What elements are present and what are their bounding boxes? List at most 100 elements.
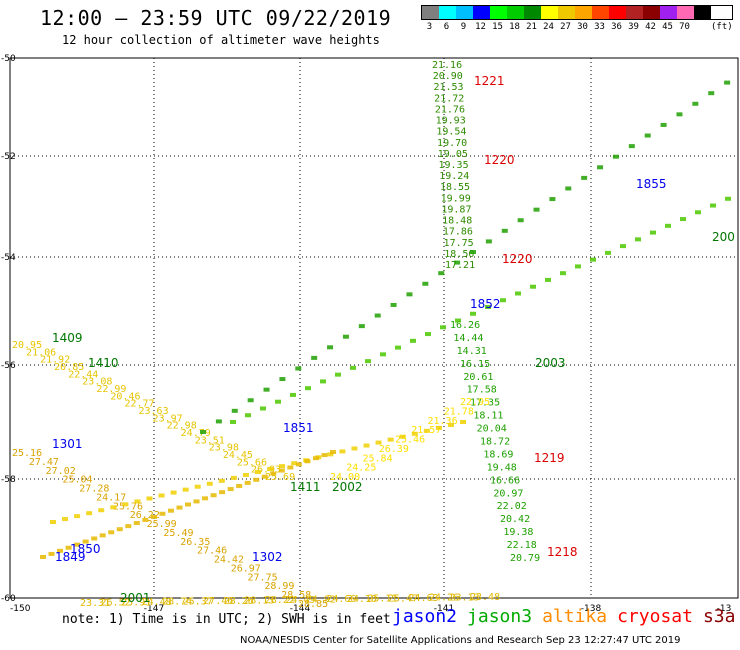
track-mark (565, 186, 572, 191)
track-mark (159, 511, 166, 516)
wave-height-value: 23.08 (82, 377, 112, 388)
track-mark (380, 352, 386, 357)
wave-height-value: 17.58 (467, 385, 497, 396)
longitude-tick-label: -150 (10, 604, 31, 614)
track-mark (500, 298, 506, 303)
wave-height-value: 16.26 (450, 320, 480, 331)
pass-time-label: 1852 (470, 297, 501, 311)
track-mark (176, 505, 183, 510)
pass-time-label: 2001 (120, 591, 151, 605)
track-mark (244, 480, 251, 485)
track-mark (185, 502, 191, 507)
wave-height-value: 25.37 (183, 596, 213, 607)
wave-height-value: 26.35 (180, 537, 210, 548)
longitude-tick-label: -141 (434, 604, 454, 614)
track-mark (406, 292, 413, 297)
track-mark (230, 420, 236, 424)
wave-height-value: 14.31 (457, 346, 487, 357)
wave-height-value: 17.75 (444, 238, 474, 249)
track-mark (485, 305, 491, 309)
track-mark (395, 345, 401, 350)
longitude-tick-label: -147 (144, 604, 164, 614)
wave-height-value: 18.50 (444, 249, 474, 260)
wave-height-value: 26.93 (251, 465, 281, 476)
color-scale-label: 33 (594, 22, 605, 32)
pass-time-label: 200 (712, 230, 735, 244)
track-mark (48, 551, 55, 556)
track-mark (287, 465, 294, 470)
track-mark (261, 474, 268, 479)
color-scale-swatch (541, 6, 558, 19)
pass-time-labels: 1221 1220 1855 1220 1852 2003 1851 1219 1218 1409… (52, 74, 735, 605)
track-mark (363, 443, 370, 448)
wave-height-value: 24.66 (326, 594, 356, 605)
color-scale-label: 39 (628, 22, 639, 32)
track-mark (263, 387, 270, 392)
track-mark (146, 496, 153, 501)
wave-height-value: 25.84 (363, 453, 393, 464)
color-scale-swatch (439, 6, 456, 19)
wave-height-value: 20.61 (463, 372, 493, 383)
wave-height-value: 25.46 (395, 435, 425, 446)
satellite-legend: jason2 jason3 altika cryosat s3a (392, 606, 735, 627)
wave-height-value: 22.18 (507, 540, 537, 551)
pass-time-label: 1218 (547, 545, 578, 559)
wave-height-value: 25.69 (265, 472, 295, 483)
wave-height-value: 25.66 (237, 457, 267, 468)
pass-time-label: 1219 (534, 451, 565, 465)
track-mark (194, 484, 201, 489)
track-mark (335, 372, 341, 377)
wave-height-value: 19.35 (439, 160, 469, 171)
wave-height-value: 22.95 (460, 397, 490, 408)
track-mark (86, 511, 93, 516)
pass-time-label: 1411 (290, 480, 321, 494)
track-mark (215, 419, 222, 424)
track-mark (358, 324, 365, 329)
color-scale-swatch (507, 6, 524, 19)
map-subtitle: 12 hour collection of altimeter wave hei… (62, 33, 380, 47)
track-mark (305, 386, 311, 391)
track-mark (440, 325, 446, 330)
track-mark (644, 133, 651, 138)
color-scale-label: 3 (426, 22, 433, 32)
wave-height-value: 23.97 (153, 413, 183, 424)
track-mark (99, 533, 106, 538)
track-mark (533, 207, 540, 212)
wave-height-value: 24.45 (223, 450, 253, 461)
track-mark (134, 499, 141, 504)
wave-height-value: 25.99 (147, 519, 177, 530)
wave-height-value: 23.51 (195, 435, 225, 446)
wave-height-value: 20.90 (433, 71, 463, 82)
wave-height-value: 23.31 (80, 598, 110, 609)
pass-time-label: 1855 (636, 177, 667, 191)
legend-cryosat: cryosat (617, 606, 693, 627)
color-scale-swatch (660, 6, 677, 19)
track-mark (291, 461, 298, 466)
wave-height-value: 24.63 (408, 593, 438, 604)
track-mark (227, 487, 234, 492)
axis-labels: -50 -52 -54 -56 -58 -60-150 -147 -144 -141 -138 -1… (1, 54, 731, 614)
track-mark (411, 431, 418, 436)
wave-height-value: 24.79 (181, 428, 211, 439)
track-mark (98, 508, 105, 513)
wave-height-value: 20.79 (510, 553, 540, 564)
track-mark (200, 430, 206, 434)
wave-height-value: 24.92 (306, 595, 336, 606)
wave-height-value: 27.46 (203, 596, 233, 607)
wave-height-value: 20.97 (493, 488, 523, 499)
color-scale-label: 30 (577, 22, 588, 32)
wave-height-value: 19.24 (439, 171, 469, 182)
track-mark (108, 530, 115, 535)
track-mark (710, 203, 716, 208)
track-mark (628, 144, 635, 149)
track-mark (230, 475, 237, 480)
color-scale-labels: 3 6 9 12 15 18 21 24 27 30 33 36 39 42 45 70 (ft) (421, 22, 733, 32)
latitude-tick-label: -60 (1, 594, 16, 604)
track-mark (62, 517, 69, 522)
wave-height-value: 28.22 (265, 595, 295, 606)
track-mark (270, 471, 277, 476)
track-mark (275, 399, 281, 404)
track-mark (40, 555, 46, 559)
track-mark (74, 542, 81, 547)
pass-time-label: 1851 (283, 421, 314, 435)
